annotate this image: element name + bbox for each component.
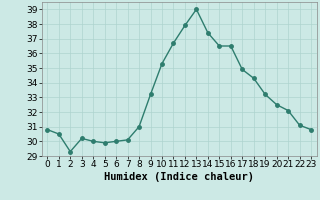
X-axis label: Humidex (Indice chaleur): Humidex (Indice chaleur) <box>104 172 254 182</box>
